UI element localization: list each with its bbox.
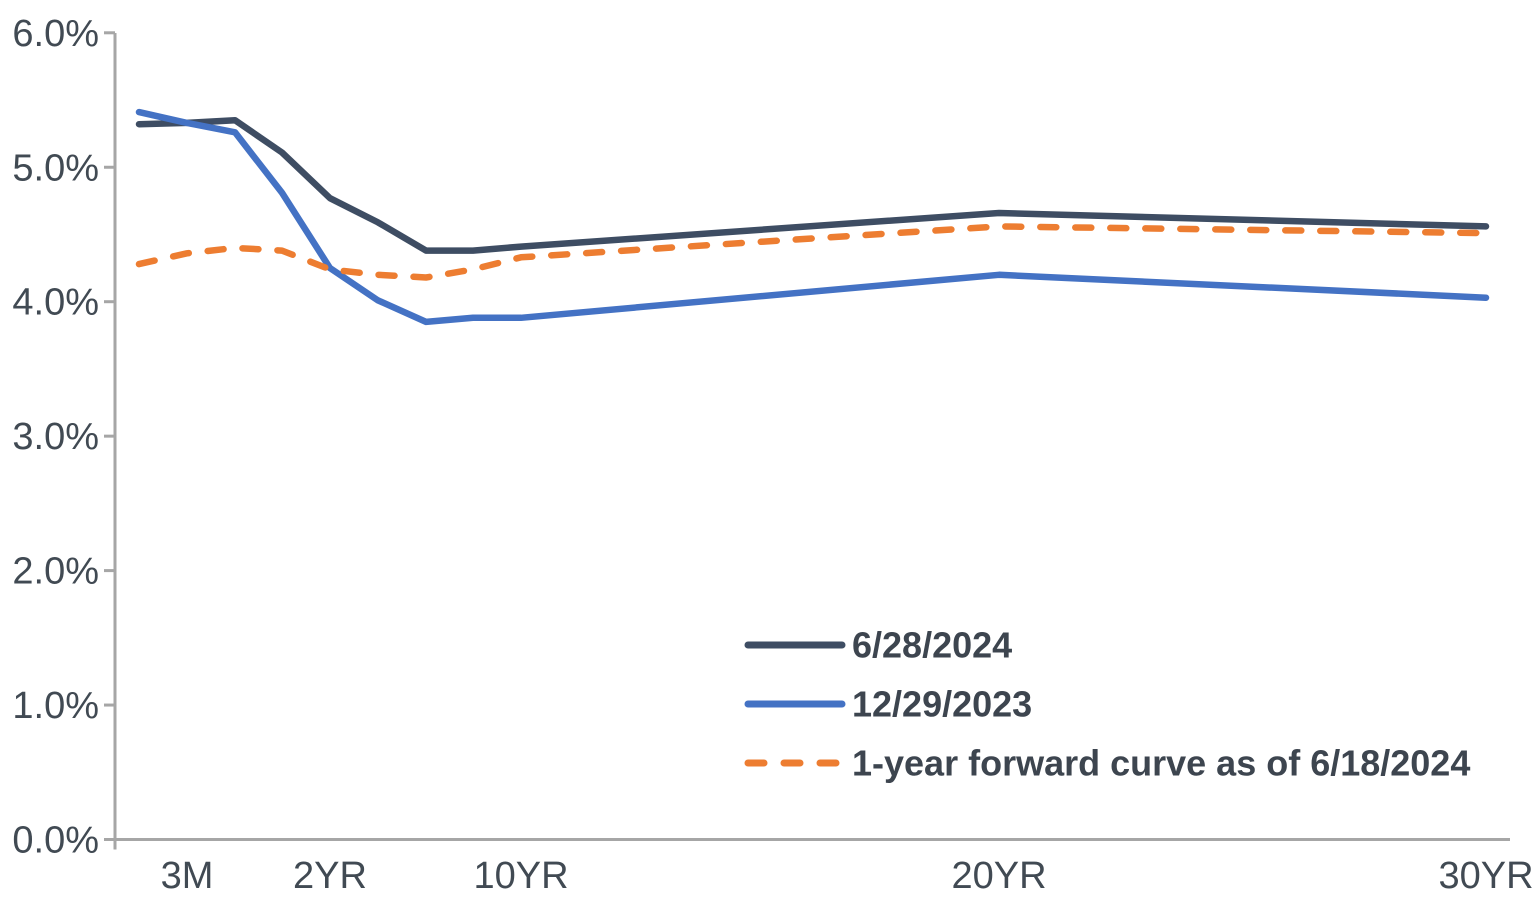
x-axis-tick-label: 3M bbox=[161, 855, 214, 897]
y-axis-tick-label: 0.0% bbox=[12, 820, 99, 862]
x-axis-tick-label: 30YR bbox=[1438, 855, 1533, 897]
y-axis-tick-label: 1.0% bbox=[12, 685, 99, 727]
y-axis-tick-label: 3.0% bbox=[12, 416, 99, 458]
x-axis-tick-label: 20YR bbox=[951, 855, 1046, 897]
series-line-2 bbox=[135, 108, 1490, 326]
legend-label-1: 6/28/2024 bbox=[852, 625, 1012, 666]
series-line-3 bbox=[135, 223, 1490, 281]
x-axis-tick-label: 10YR bbox=[473, 855, 568, 897]
y-axis-tick-label: 6.0% bbox=[12, 13, 99, 55]
y-axis-tick-label: 4.0% bbox=[12, 282, 99, 324]
series-line-1 bbox=[135, 116, 1490, 254]
y-axis-tick-label: 5.0% bbox=[12, 147, 99, 189]
legend-label-3: 1-year forward curve as of 6/18/2024 bbox=[852, 743, 1470, 784]
legend-label-2: 12/29/2023 bbox=[852, 684, 1032, 725]
y-axis-tick-label: 2.0% bbox=[12, 551, 99, 593]
x-axis-tick-label: 2YR bbox=[293, 855, 367, 897]
